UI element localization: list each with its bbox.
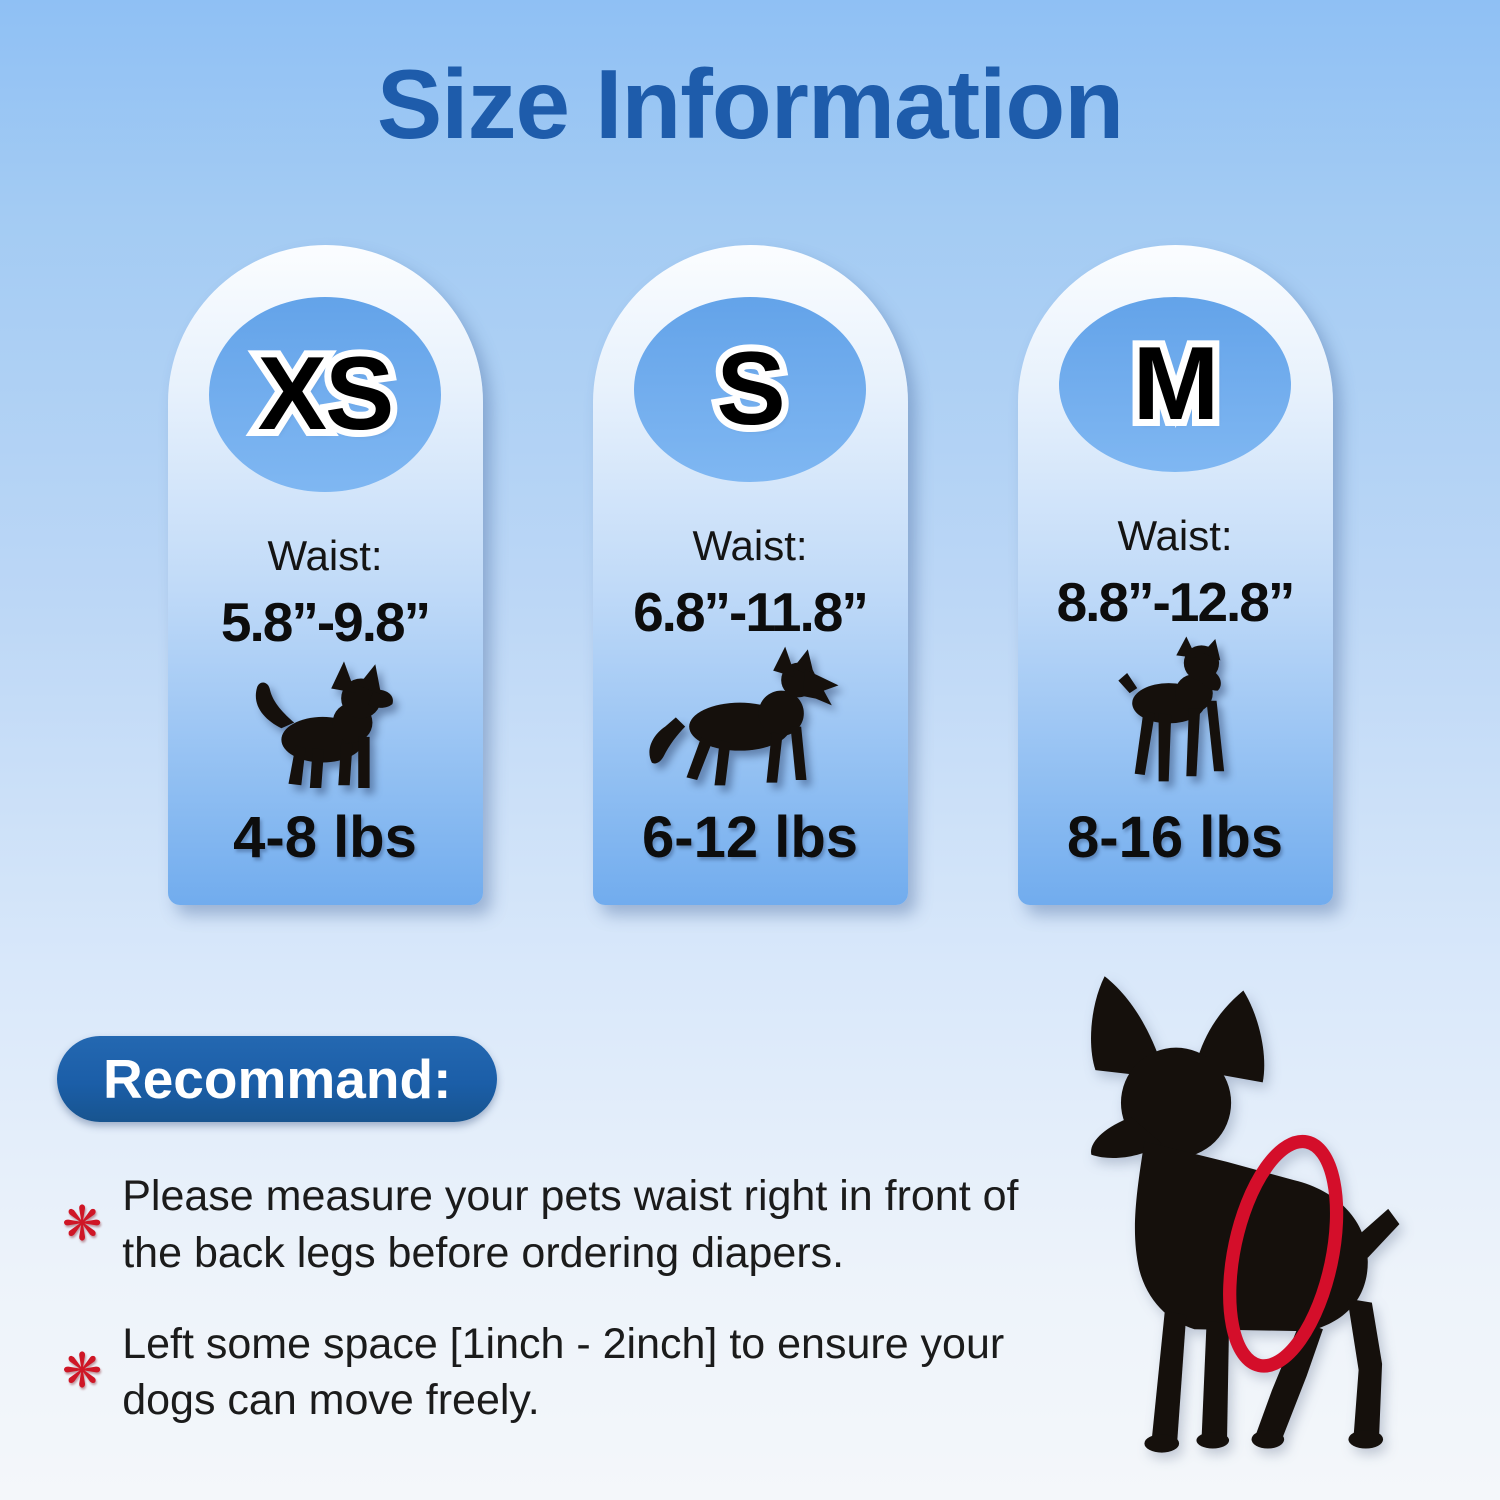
- waist-range: 8.8”-12.8”: [1056, 571, 1296, 633]
- waist-label: Waist:: [267, 532, 383, 579]
- waist-measure-ring: [1223, 1134, 1344, 1373]
- waist-label: Waist:: [1117, 512, 1233, 559]
- size-badge-s: S: [634, 297, 866, 482]
- waist-label: Waist:: [692, 522, 808, 569]
- size-cards: XS Waist: 5.8”-9.8”: [0, 245, 1500, 905]
- waist-range: 6.8”-11.8”: [633, 581, 869, 643]
- weight-range: 8-16 lbs: [1067, 805, 1283, 870]
- page-title: Size Information: [376, 49, 1124, 159]
- waist-range: 5.8”-9.8”: [220, 591, 431, 653]
- red-asterisk-icon: ❋: [62, 1197, 103, 1251]
- size-card-m: M Waist: 8.8”-12.8”: [1017, 245, 1333, 905]
- bullet-item: ❋ Please measure your pets waist right i…: [62, 1168, 1022, 1282]
- recommend-bullets: ❋ Please measure your pets waist right i…: [62, 1168, 1022, 1463]
- shepherd-silhouette-icon: [643, 644, 858, 804]
- size-badge-m: M: [1059, 297, 1291, 472]
- weight-range: 6-12 lbs: [642, 805, 858, 870]
- chihuahua-silhouette-icon: [233, 654, 418, 804]
- bullet-text: Please measure your pets waist right in …: [122, 1172, 1019, 1277]
- recommend-heading-pill: Recommand:: [57, 1036, 498, 1122]
- weight-range: 4-8 lbs: [233, 805, 417, 870]
- size-card-xs: XS Waist: 5.8”-9.8”: [167, 245, 483, 905]
- size-label-m: M: [1133, 325, 1220, 444]
- boxer-silhouette-icon: [1090, 634, 1260, 804]
- bullet-text: Left some space [1inch - 2inch] to ensur…: [122, 1319, 1005, 1425]
- recommend-heading: Recommand:: [103, 1048, 452, 1110]
- size-card-s: S Waist: 6.8”-11.8”: [592, 245, 908, 905]
- size-label-s: S: [716, 330, 785, 449]
- size-label-xs: XS: [258, 335, 395, 454]
- red-asterisk-icon: ❋: [62, 1345, 103, 1399]
- bullet-item: ❋ Left some space [1inch - 2inch] to ens…: [62, 1316, 1022, 1430]
- measuring-dog-silhouette-icon: [1040, 962, 1410, 1477]
- size-badge-xs: XS: [209, 297, 441, 492]
